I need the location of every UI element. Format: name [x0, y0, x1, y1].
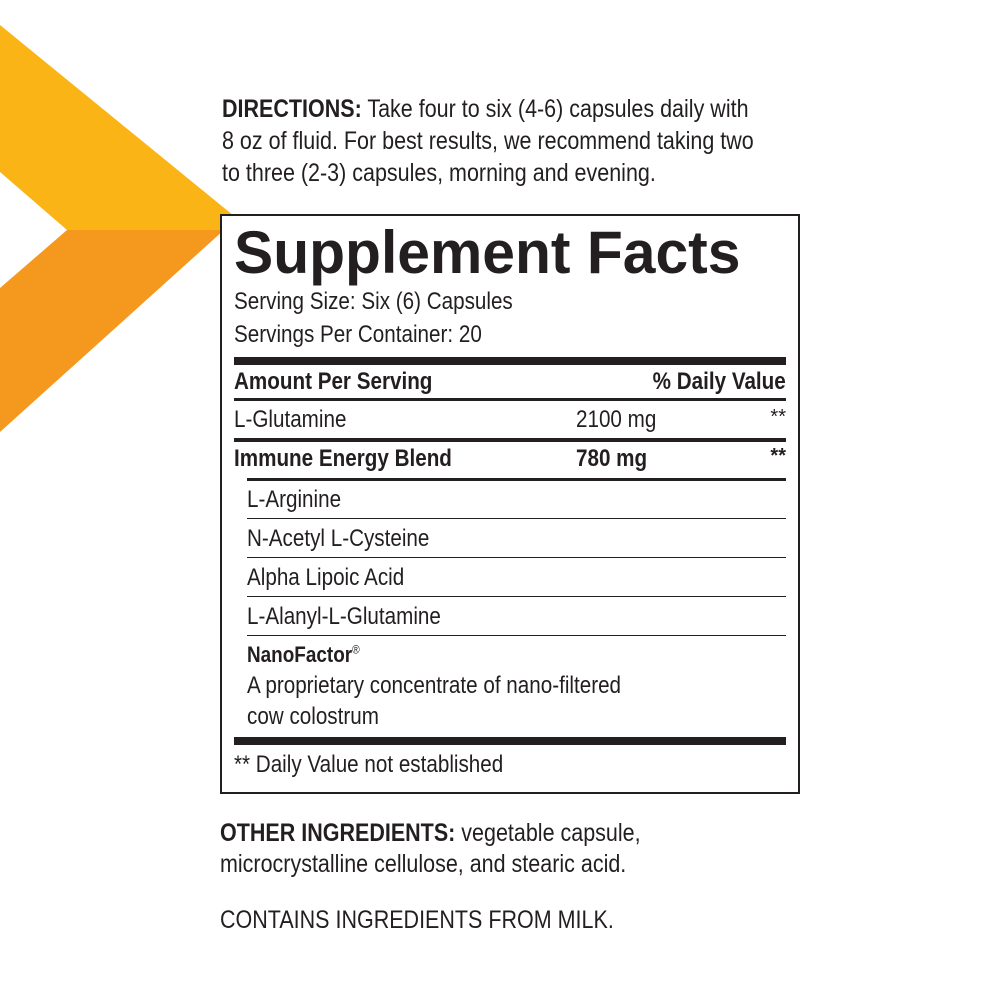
facts-title: Supplement Facts	[234, 219, 741, 286]
nanofactor-desc: A proprietary concentrate of nano-filter…	[247, 672, 622, 699]
table-header: Amount Per Serving % Daily Value	[234, 368, 786, 396]
header-dv: % Daily Value	[652, 368, 786, 395]
directions-line: 8 oz of fluid. For best results, we reco…	[222, 127, 754, 155]
chevron-top-shape	[0, 25, 234, 230]
ingredient-name: L-Glutamine	[234, 406, 347, 433]
other-line: vegetable capsule,	[461, 819, 641, 847]
servings-per-container: Servings Per Container: 20	[234, 321, 482, 348]
registered-mark: ®	[352, 642, 360, 657]
divider-thick	[234, 357, 786, 365]
directions-line: to three (2-3) capsules, morning and eve…	[222, 159, 656, 187]
divider	[234, 438, 786, 442]
footnote: ** Daily Value not established	[234, 751, 504, 778]
divider	[247, 596, 786, 597]
chevron-bottom-shape	[0, 230, 224, 432]
nanofactor-label: NanoFactor	[247, 642, 353, 667]
blend-item: N-Acetyl L-Cysteine	[247, 525, 430, 552]
directions-label: DIRECTIONS:	[222, 95, 362, 123]
nanofactor-desc: cow colostrum	[247, 703, 379, 730]
other-ingredients: OTHER INGREDIENTS: vegetable capsule, mi…	[220, 818, 641, 880]
blend-item: Alpha Lipoic Acid	[247, 564, 405, 591]
divider	[247, 557, 786, 558]
blend-item: L-Arginine	[247, 486, 342, 513]
directions-line: Take four to six (4-6) capsules daily wi…	[367, 95, 749, 123]
directions: DIRECTIONS: Take four to six (4-6) capsu…	[222, 93, 754, 189]
serving-size: Serving Size: Six (6) Capsules	[234, 288, 513, 315]
table-row: L-Glutamine 2100 mg **	[234, 406, 786, 434]
ingredient-name: Immune Energy Blend	[234, 445, 452, 472]
chevron-graphic	[0, 25, 234, 432]
divider-thick	[234, 737, 786, 745]
ingredient-amount: 2100 mg	[576, 406, 657, 433]
ingredient-dv: **	[770, 406, 786, 428]
ingredient-dv: **	[770, 445, 786, 467]
divider	[247, 518, 786, 519]
divider	[247, 635, 786, 636]
other-line: microcrystalline cellulose, and stearic …	[220, 850, 627, 878]
table-row: Immune Energy Blend 780 mg **	[234, 445, 786, 473]
divider	[234, 398, 786, 401]
blend-item: L-Alanyl-L-Glutamine	[247, 603, 441, 630]
header-amount: Amount Per Serving	[234, 368, 433, 395]
allergen-statement: CONTAINS INGREDIENTS FROM MILK.	[220, 906, 614, 934]
divider	[247, 478, 786, 481]
supplement-facts-panel: Supplement Facts Serving Size: Six (6) C…	[220, 214, 800, 794]
other-label: OTHER INGREDIENTS:	[220, 819, 456, 847]
ingredient-amount: 780 mg	[576, 445, 648, 472]
nanofactor-name: NanoFactor®	[247, 642, 711, 668]
